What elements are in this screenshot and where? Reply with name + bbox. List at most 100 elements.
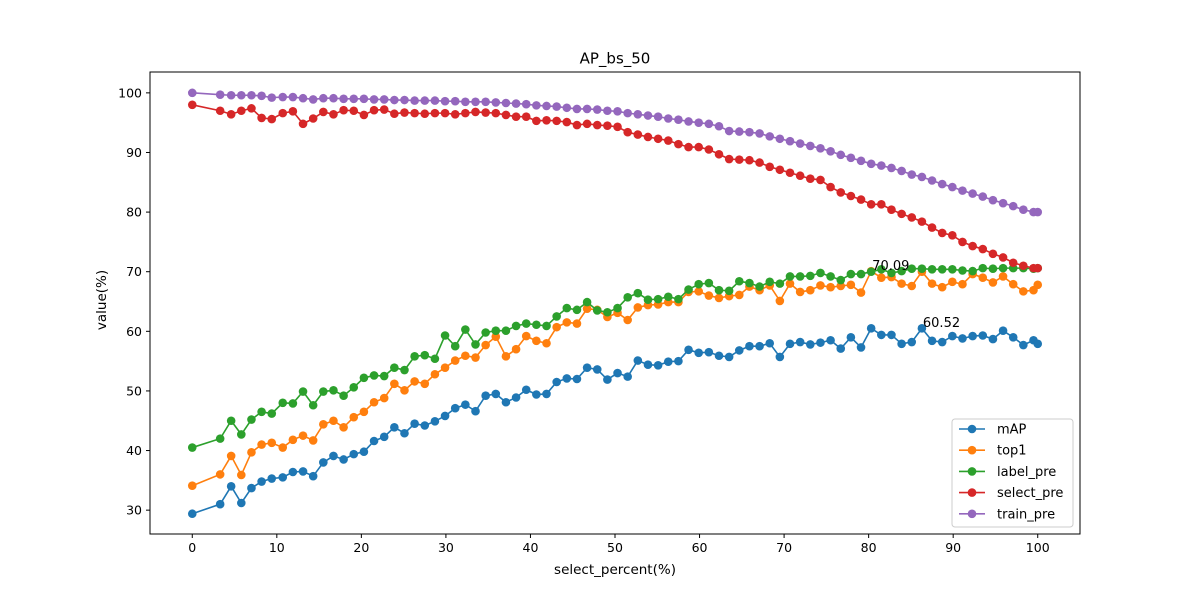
legend-item-mAP: mAP: [959, 423, 1027, 438]
y-tick-label: 50: [126, 383, 142, 398]
data-point: [390, 95, 399, 105]
data-point: [704, 347, 714, 357]
data-point: [1033, 263, 1043, 273]
data-point: [603, 121, 612, 130]
data-point: [572, 374, 582, 384]
x-tick-label: 50: [607, 540, 623, 555]
data-point: [298, 467, 308, 476]
data-point: [400, 428, 409, 438]
data-point: [471, 97, 480, 107]
data-point: [998, 326, 1008, 336]
data-point: [866, 159, 876, 169]
data-point: [684, 285, 693, 294]
data-point: [237, 430, 246, 439]
data-point: [775, 352, 785, 362]
data-point: [288, 107, 298, 116]
data-point: [450, 110, 460, 119]
data-point: [734, 127, 744, 136]
data-point: [988, 334, 998, 344]
data-point: [511, 344, 521, 354]
data-point: [257, 477, 266, 486]
data-point: [298, 387, 308, 396]
data-point: [339, 391, 348, 401]
data-point: [461, 325, 470, 334]
data-point: [521, 385, 531, 395]
data-point: [257, 440, 266, 449]
data-point: [511, 99, 521, 108]
y-tick-label: 90: [126, 145, 142, 160]
data-point: [704, 119, 714, 129]
data-point: [704, 278, 714, 288]
data-point: [887, 163, 896, 173]
data-point: [856, 156, 866, 166]
data-point: [613, 368, 622, 378]
data-point: [1008, 332, 1018, 342]
data-point: [267, 409, 277, 418]
data-point: [998, 253, 1008, 262]
data-point: [917, 172, 927, 182]
data-point: [247, 448, 256, 457]
data-point: [420, 421, 430, 430]
data-point: [400, 365, 409, 375]
data-point: [359, 110, 369, 120]
data-point: [765, 132, 775, 141]
data-point: [339, 455, 348, 464]
data-point: [461, 351, 470, 361]
data-point: [187, 100, 197, 110]
data-point: [734, 276, 744, 286]
data-point: [795, 287, 805, 297]
x-tick-label: 70: [776, 540, 792, 555]
data-point: [349, 383, 359, 392]
x-tick-label: 60: [692, 540, 708, 555]
data-point: [684, 142, 693, 152]
data-point: [501, 352, 511, 361]
data-point: [278, 443, 288, 452]
data-point: [369, 95, 379, 104]
data-point: [491, 326, 501, 336]
data-point: [663, 136, 673, 145]
data-point: [1033, 207, 1043, 217]
data-point: [532, 116, 541, 126]
data-point: [704, 291, 714, 300]
data-point: [978, 331, 988, 340]
x-tick-label: 20: [353, 540, 369, 555]
data-point: [247, 415, 256, 424]
data-point: [501, 326, 511, 336]
data-point: [440, 331, 450, 340]
legend-swatch-marker: [967, 488, 977, 497]
y-tick-label: 70: [126, 264, 142, 279]
data-point: [765, 338, 775, 348]
data-point: [410, 96, 419, 105]
data-point: [278, 398, 288, 408]
data-point: [562, 117, 572, 127]
data-point: [988, 264, 998, 274]
data-point: [816, 175, 825, 185]
data-point: [877, 330, 886, 340]
data-point: [532, 336, 541, 346]
y-tick-label: 40: [126, 443, 142, 458]
data-point: [329, 110, 338, 119]
data-point: [440, 411, 450, 421]
data-point: [267, 474, 277, 483]
data-point: [572, 305, 582, 315]
data-point: [532, 390, 541, 399]
data-point: [339, 422, 348, 432]
data-point: [226, 110, 236, 119]
data-point: [623, 127, 632, 137]
data-point: [308, 436, 318, 445]
data-point: [907, 337, 917, 347]
data-point: [897, 266, 906, 276]
data-point: [298, 431, 308, 440]
data-point: [694, 118, 703, 127]
data-point: [623, 372, 632, 381]
data-point: [1033, 339, 1043, 349]
data-point: [846, 153, 856, 163]
data-point: [907, 213, 917, 222]
data-point: [379, 432, 389, 442]
data-point: [481, 340, 490, 350]
data-point: [836, 281, 846, 291]
data-point: [816, 268, 825, 278]
data-point: [278, 108, 288, 118]
data-point: [836, 275, 846, 285]
